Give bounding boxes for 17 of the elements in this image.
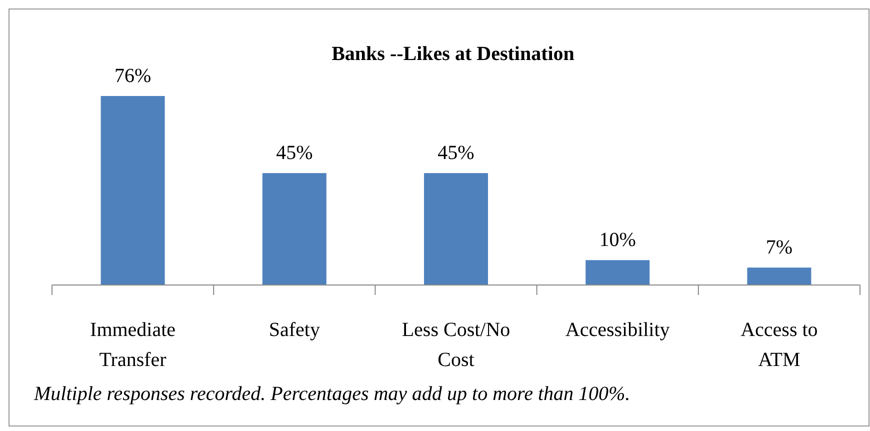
chart-title: Banks --Likes at Destination (332, 43, 574, 65)
data-label: 45% (276, 142, 313, 164)
x-tick-label: Accessibility (565, 319, 670, 341)
data-label: 10% (599, 229, 636, 252)
bar (100, 96, 165, 285)
bar (262, 173, 326, 285)
bar (747, 268, 812, 285)
data-label: 7% (766, 236, 793, 259)
data-label: 45% (438, 142, 474, 164)
bar (586, 260, 650, 285)
data-label: 76% (114, 65, 152, 87)
x-tick-label: Access to ATM (740, 319, 818, 371)
text: Multiple responses recorded. Percentages may add up to more than 100%. (33, 383, 630, 405)
bar (424, 173, 488, 285)
x-tick-label: Less Cost/No Cost (402, 319, 510, 371)
x-tick-label: Safety (268, 319, 320, 341)
x-tick-label: Immediate Transfer (90, 319, 176, 371)
